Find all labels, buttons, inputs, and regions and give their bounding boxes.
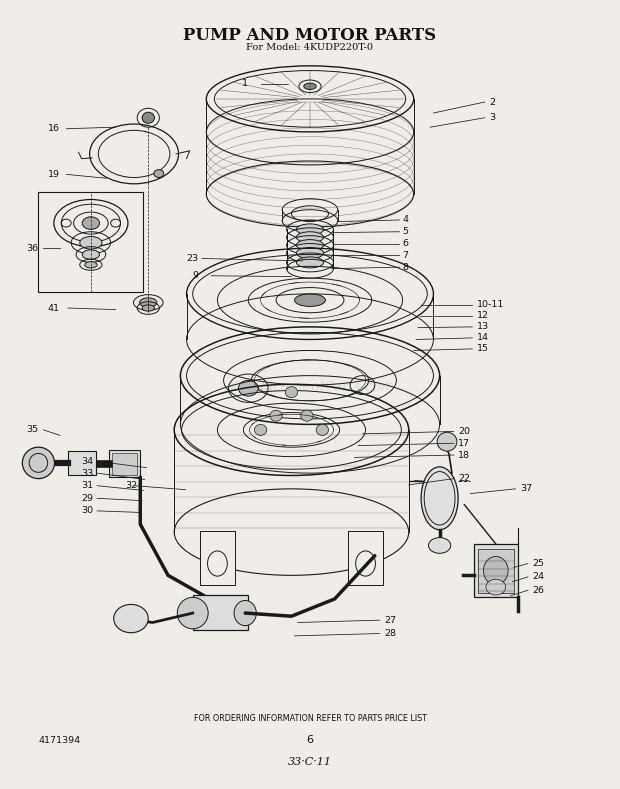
Ellipse shape <box>234 600 256 626</box>
Text: 22: 22 <box>458 474 470 483</box>
Text: 17: 17 <box>458 439 470 447</box>
Bar <box>193 595 248 630</box>
Ellipse shape <box>113 604 148 633</box>
Bar <box>109 450 140 477</box>
Text: 30: 30 <box>82 507 94 515</box>
Ellipse shape <box>421 467 458 529</box>
Bar <box>200 531 235 585</box>
Text: 3: 3 <box>489 114 495 122</box>
Text: 13: 13 <box>477 323 489 331</box>
Ellipse shape <box>254 424 267 436</box>
Ellipse shape <box>80 237 102 249</box>
Text: 27: 27 <box>384 615 396 625</box>
Text: 31: 31 <box>82 481 94 490</box>
Text: 6: 6 <box>402 239 409 248</box>
Ellipse shape <box>437 432 457 451</box>
Text: 36: 36 <box>26 244 38 252</box>
Bar <box>68 451 96 475</box>
Ellipse shape <box>285 387 298 398</box>
Text: 24: 24 <box>532 572 544 581</box>
Text: 32: 32 <box>125 481 137 490</box>
Bar <box>474 544 518 597</box>
Text: 6: 6 <box>306 735 314 746</box>
Text: 4: 4 <box>402 215 409 224</box>
Ellipse shape <box>428 537 451 553</box>
Text: 8: 8 <box>402 263 409 271</box>
Ellipse shape <box>294 294 326 306</box>
Text: 23: 23 <box>187 254 198 263</box>
Ellipse shape <box>296 248 324 259</box>
Bar <box>38 192 143 292</box>
Ellipse shape <box>177 597 208 629</box>
Text: 18: 18 <box>458 451 470 459</box>
Ellipse shape <box>85 262 97 268</box>
Ellipse shape <box>140 297 157 307</box>
Text: 28: 28 <box>384 629 396 638</box>
Ellipse shape <box>142 305 154 311</box>
Text: 34: 34 <box>82 457 94 466</box>
Bar <box>112 453 137 475</box>
Text: 26: 26 <box>532 585 544 595</box>
Text: For Model: 4KUDP220T-0: For Model: 4KUDP220T-0 <box>247 43 373 52</box>
Text: 2: 2 <box>489 98 495 107</box>
Text: 41: 41 <box>48 304 60 312</box>
Ellipse shape <box>82 250 100 260</box>
Text: PUMP AND MOTOR PARTS: PUMP AND MOTOR PARTS <box>184 27 436 43</box>
Bar <box>478 548 514 593</box>
Text: 33·C·11: 33·C·11 <box>288 757 332 767</box>
Text: 9: 9 <box>193 271 199 280</box>
Text: 15: 15 <box>477 345 489 353</box>
Ellipse shape <box>270 410 282 421</box>
Text: 35: 35 <box>26 425 38 435</box>
Ellipse shape <box>304 83 316 89</box>
Text: eReplacementParts.com: eReplacementParts.com <box>225 380 395 394</box>
Text: 25: 25 <box>532 559 544 568</box>
Ellipse shape <box>154 170 164 178</box>
Text: 4171394: 4171394 <box>38 736 81 745</box>
Text: 33: 33 <box>82 469 94 477</box>
Ellipse shape <box>486 579 506 595</box>
Ellipse shape <box>296 232 324 243</box>
Text: 20: 20 <box>458 427 470 436</box>
Ellipse shape <box>301 410 313 421</box>
Ellipse shape <box>142 112 154 123</box>
Text: FOR ORDERING INFORMATION REFER TO PARTS PRICE LIST: FOR ORDERING INFORMATION REFER TO PARTS … <box>193 714 427 723</box>
Text: 19: 19 <box>48 170 60 179</box>
Text: 14: 14 <box>477 334 489 342</box>
Text: 1: 1 <box>242 80 248 88</box>
Ellipse shape <box>484 556 508 585</box>
Text: 12: 12 <box>477 312 489 320</box>
Ellipse shape <box>296 240 324 251</box>
Text: 7: 7 <box>402 251 409 260</box>
Text: 16: 16 <box>48 124 60 133</box>
Text: 37: 37 <box>520 484 532 493</box>
Bar <box>348 531 383 585</box>
Ellipse shape <box>22 447 55 479</box>
Ellipse shape <box>296 257 324 268</box>
Text: 10-11: 10-11 <box>477 301 504 309</box>
Text: 29: 29 <box>82 494 94 503</box>
Ellipse shape <box>296 224 324 235</box>
Ellipse shape <box>239 380 258 396</box>
Ellipse shape <box>82 217 100 230</box>
Text: 5: 5 <box>402 227 409 236</box>
Ellipse shape <box>316 424 329 436</box>
